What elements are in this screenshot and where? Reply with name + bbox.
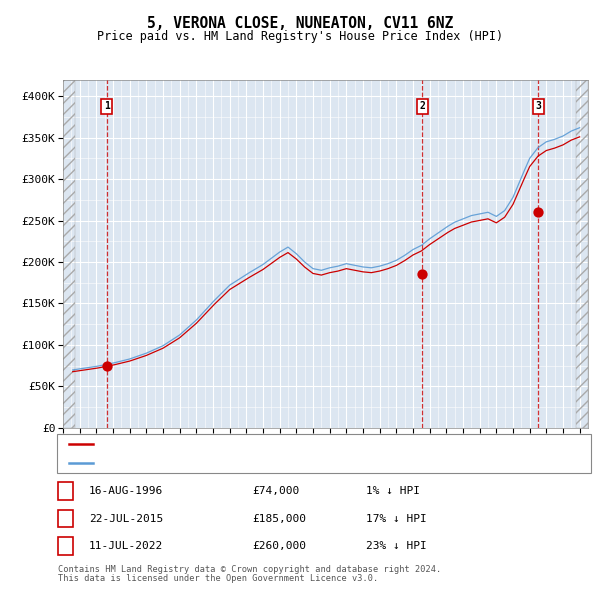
Text: 5, VERONA CLOSE, NUNEATON, CV11 6NZ: 5, VERONA CLOSE, NUNEATON, CV11 6NZ [147,16,453,31]
Point [533,208,543,217]
Point [418,270,427,279]
Text: 16-AUG-1996: 16-AUG-1996 [89,486,163,496]
Text: 17% ↓ HPI: 17% ↓ HPI [366,514,427,523]
Text: 1: 1 [62,486,69,496]
Text: HPI: Average price, detached house, Nuneaton and Bedworth: HPI: Average price, detached house, Nune… [96,458,438,468]
Text: 3: 3 [62,542,69,551]
Text: This data is licensed under the Open Government Licence v3.0.: This data is licensed under the Open Gov… [58,574,379,583]
Point [102,362,112,371]
Text: 22-JUL-2015: 22-JUL-2015 [89,514,163,523]
Text: 2: 2 [419,101,425,111]
Text: Contains HM Land Registry data © Crown copyright and database right 2024.: Contains HM Land Registry data © Crown c… [58,565,442,574]
Text: 11-JUL-2022: 11-JUL-2022 [89,542,163,551]
Text: 23% ↓ HPI: 23% ↓ HPI [366,542,427,551]
Text: £260,000: £260,000 [252,542,306,551]
Text: 3: 3 [535,101,541,111]
Text: 1% ↓ HPI: 1% ↓ HPI [366,486,420,496]
Text: £185,000: £185,000 [252,514,306,523]
Text: £74,000: £74,000 [252,486,299,496]
Text: 5, VERONA CLOSE, NUNEATON, CV11 6NZ (detached house): 5, VERONA CLOSE, NUNEATON, CV11 6NZ (det… [96,440,408,450]
Text: Price paid vs. HM Land Registry's House Price Index (HPI): Price paid vs. HM Land Registry's House … [97,30,503,43]
Text: 2: 2 [62,514,69,523]
Text: 1: 1 [104,101,110,111]
